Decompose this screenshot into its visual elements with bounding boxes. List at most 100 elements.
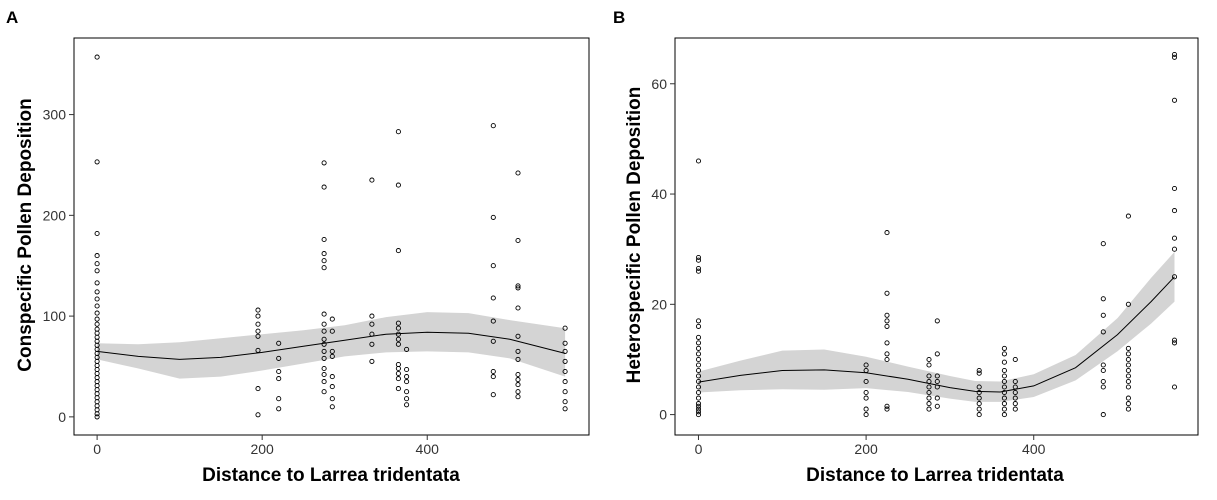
data-point-b: [926, 406, 932, 412]
data-point-a: [321, 341, 327, 347]
data-point-b: [1171, 246, 1178, 252]
data-point-a: [329, 328, 335, 334]
data-point-a: [369, 177, 375, 183]
data-point-a: [369, 313, 375, 319]
data-point-b: [934, 378, 940, 385]
x-tick-label-b: 400: [1022, 441, 1046, 457]
data-point-b: [1171, 340, 1178, 346]
panel-letter-b: B: [613, 8, 625, 27]
data-point-b: [1125, 351, 1131, 357]
data-point-b: [695, 409, 702, 415]
data-point-a: [94, 230, 100, 237]
data-point-b: [695, 384, 702, 390]
data-point-a: [515, 237, 521, 244]
data-point-a: [490, 295, 496, 301]
data-point-b: [1125, 367, 1131, 374]
data-point-b: [1001, 351, 1007, 357]
data-point-b: [1171, 274, 1178, 280]
data-point-b: [695, 406, 702, 412]
x-tick-label-a: 200: [250, 441, 274, 457]
data-point-b: [863, 362, 869, 368]
data-point-b: [695, 265, 702, 272]
x-tick-label-b: 0: [695, 441, 703, 457]
data-point-b: [1100, 412, 1106, 418]
x-tick-label-a: 0: [93, 441, 101, 457]
data-point-a: [329, 353, 335, 359]
x-tick-label-a: 400: [416, 441, 440, 457]
data-point-b: [884, 323, 890, 329]
data-point-b: [884, 403, 890, 409]
data-point-b: [1012, 378, 1018, 385]
data-point-b: [1100, 367, 1106, 374]
data-point-a: [515, 170, 521, 176]
data-point-a: [321, 365, 327, 372]
y-tick-label-a: 200: [43, 207, 67, 223]
data-point-b: [1125, 362, 1131, 368]
data-point-b: [1001, 395, 1007, 401]
data-point-a: [321, 371, 327, 378]
data-point-b: [976, 370, 982, 376]
data-point-a: [395, 370, 401, 377]
data-point-b: [1012, 356, 1018, 363]
data-point-a: [490, 123, 496, 129]
data-point-a: [329, 348, 335, 354]
data-point-a: [321, 311, 327, 317]
data-point-a: [395, 182, 401, 188]
data-point-a: [395, 376, 401, 382]
data-point-a: [369, 341, 375, 347]
data-point-b: [976, 389, 982, 396]
y-tick-label-a: 100: [43, 308, 67, 324]
data-point-b: [1001, 345, 1007, 351]
data-point-b: [884, 230, 890, 236]
data-point-b: [934, 403, 940, 409]
data-point-b: [695, 373, 702, 379]
confidence-band-a: [97, 312, 566, 379]
data-point-a: [404, 346, 410, 352]
data-point-b: [1125, 301, 1131, 307]
y-tick-label-b: 0: [659, 407, 667, 423]
data-point-a: [395, 386, 401, 392]
data-point-a: [94, 411, 100, 417]
y-tick-label-b: 20: [651, 296, 667, 312]
data-point-b: [1001, 359, 1007, 365]
data-point-a: [321, 348, 327, 354]
data-point-b: [1171, 235, 1178, 241]
x-axis-title-b: Distance to Larrea tridentata: [806, 465, 1064, 486]
data-point-a: [94, 310, 100, 316]
y-tick-label-b: 40: [651, 186, 667, 202]
data-point-b: [1100, 312, 1106, 318]
data-point-a: [515, 348, 521, 354]
data-point-b: [863, 395, 869, 401]
data-point-a: [369, 358, 375, 364]
trend-line-a: [97, 331, 566, 360]
data-point-a: [329, 396, 335, 402]
data-point-a: [395, 320, 401, 326]
data-point-b: [695, 345, 702, 351]
data-point-b: [695, 395, 702, 401]
data-point-b: [1171, 208, 1178, 214]
data-point-b: [976, 406, 982, 412]
data-point-a: [562, 379, 568, 385]
data-point-a: [94, 296, 100, 302]
panel-a: A 0 200 400 0 100 200 300 Distance to Larrea t…: [6, 8, 590, 486]
data-point-b: [1125, 213, 1131, 219]
data-point-a: [321, 251, 327, 257]
data-point-b: [884, 406, 890, 412]
data-point-b: [1171, 51, 1178, 58]
data-point-b: [926, 373, 932, 379]
data-point-a: [395, 248, 401, 254]
data-point-b: [1100, 378, 1106, 385]
data-point-a: [515, 389, 521, 395]
data-point-a: [94, 54, 100, 60]
data-point-a: [94, 316, 100, 322]
data-point-a: [562, 389, 568, 395]
data-point-b: [1001, 389, 1007, 396]
data-point-a: [369, 321, 375, 327]
confidence-band-b: [698, 251, 1175, 402]
data-point-a: [94, 321, 100, 327]
data-point-a: [395, 336, 401, 342]
data-point-b: [695, 268, 702, 274]
data-point-a: [490, 338, 496, 344]
data-point-a: [490, 392, 496, 398]
data-point-a: [562, 399, 568, 405]
